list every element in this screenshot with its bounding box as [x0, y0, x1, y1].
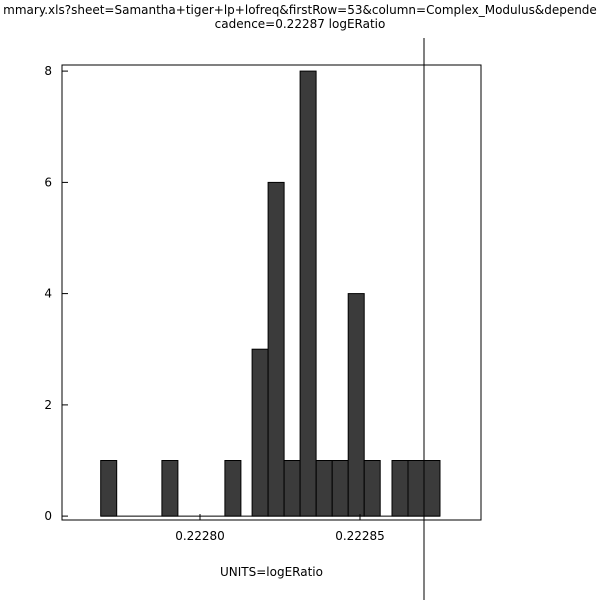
x-tick-label: 0.22285	[335, 529, 385, 543]
histogram-bar	[347, 293, 365, 517]
histogram-bar	[283, 460, 301, 517]
histogram-bar	[407, 460, 425, 517]
histogram-bar	[161, 460, 179, 517]
histogram-bar	[267, 181, 285, 517]
histogram-bar	[331, 460, 349, 517]
histogram-bar	[315, 460, 333, 517]
y-tick-label: 0	[44, 509, 52, 523]
y-tick-label: 2	[44, 398, 52, 412]
histogram-bar	[251, 348, 269, 517]
plot-frame	[61, 64, 482, 521]
histogram-bar	[100, 460, 118, 517]
histogram-bar	[391, 460, 409, 517]
figure-subtitle: cadence=0.22287 logERatio	[214, 17, 386, 31]
y-tick-label: 6	[44, 175, 52, 189]
x-tick-label: 0.22280	[175, 529, 225, 543]
figure-title-url: mmary.xls?sheet=Samantha+tiger+lp+lofreq…	[3, 3, 597, 17]
histogram-bar	[423, 460, 441, 517]
y-tick-label: 4	[44, 287, 52, 301]
histogram-bar	[363, 460, 381, 517]
histogram-bar	[299, 70, 317, 517]
histogram-bar	[224, 460, 242, 517]
x-axis-label: UNITS=logERatio	[220, 565, 323, 579]
y-tick-label: 8	[44, 64, 52, 78]
